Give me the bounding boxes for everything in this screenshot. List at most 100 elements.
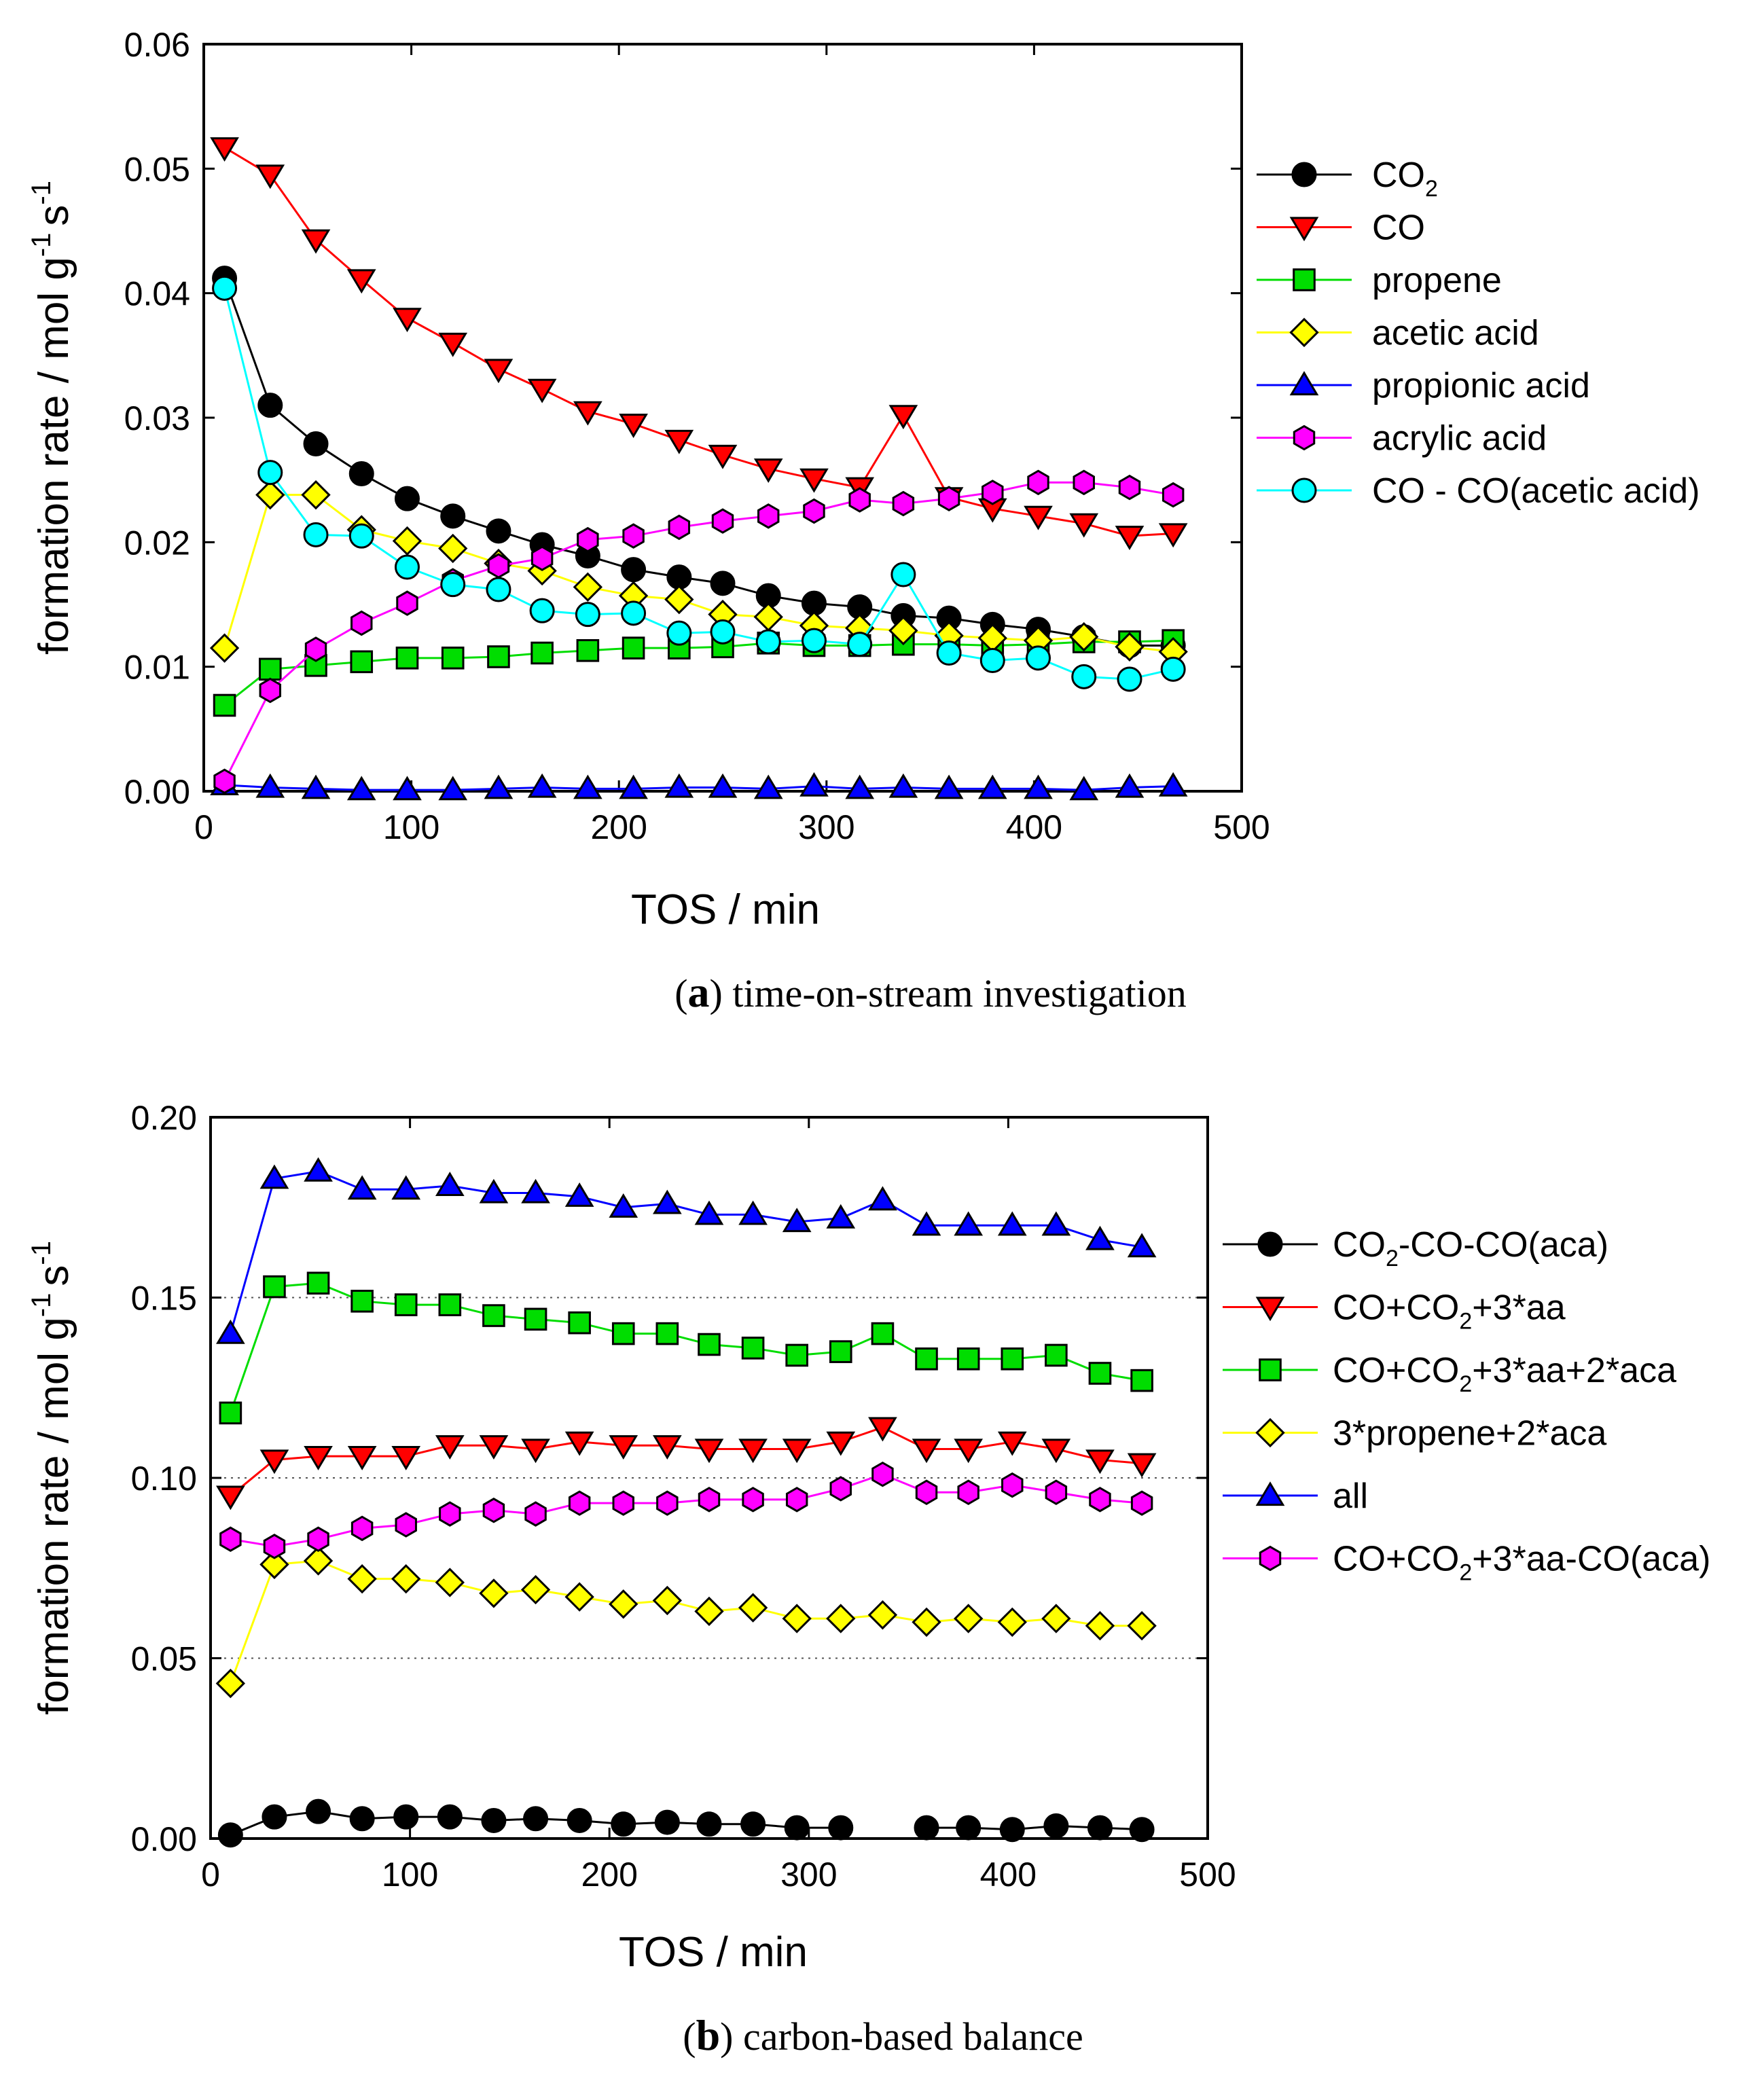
x-tick-label: 500	[1213, 808, 1270, 846]
data-point	[1087, 1815, 1113, 1841]
data-point	[915, 1479, 938, 1505]
data-point	[568, 1490, 591, 1516]
legend-item: all	[1223, 1477, 1368, 1516]
data-point	[708, 773, 738, 798]
series-line	[230, 1473, 1142, 1548]
data-point	[301, 774, 331, 799]
legend-marker	[1289, 217, 1319, 242]
data-point	[259, 1449, 289, 1474]
data-point	[257, 393, 283, 418]
data-point	[307, 1526, 329, 1553]
data-point	[621, 600, 647, 626]
data-point	[259, 677, 282, 704]
data-point	[1160, 656, 1186, 682]
legend-label: CO+CO2+3*aa	[1333, 1288, 1566, 1335]
panel-b: 0 100 200 300 400 500 0.00 0.05 0.10 0.15 0.20 for…	[26, 1099, 1710, 2059]
data-point	[954, 1438, 984, 1464]
legend-item: CO2-CO-CO(aca)	[1223, 1225, 1608, 1271]
data-point	[1127, 1453, 1157, 1478]
data-point	[255, 164, 285, 189]
data-point	[346, 776, 376, 801]
data-point	[1041, 1604, 1071, 1633]
y-axis-label-b: formation rate / mol g-1s-1	[26, 1241, 77, 1715]
data-point	[521, 1178, 550, 1204]
data-point	[954, 1211, 984, 1236]
data-point	[694, 1438, 724, 1464]
data-point	[394, 486, 420, 511]
data-point	[710, 619, 736, 645]
data-point	[1085, 1449, 1115, 1474]
x-axis-label-a: TOS / min	[631, 886, 820, 933]
data-point	[619, 414, 648, 438]
series-line	[223, 639, 1174, 706]
data-point	[263, 1534, 286, 1559]
data-point	[527, 378, 557, 403]
series-line	[230, 1426, 1142, 1497]
legend-label: acetic acid	[1372, 314, 1539, 353]
data-point	[213, 693, 236, 717]
data-point	[1024, 774, 1053, 799]
data-point	[868, 1186, 897, 1211]
series-line	[224, 784, 1174, 791]
series-line	[223, 278, 1174, 647]
y-tick-label: 0.01	[124, 649, 190, 687]
data-point	[393, 776, 422, 801]
y-tick-label: 0.15	[131, 1280, 197, 1318]
data-point	[301, 479, 331, 510]
data-point	[306, 1271, 330, 1295]
data-point	[622, 636, 645, 659]
data-point	[867, 1600, 898, 1630]
data-point	[391, 1446, 421, 1470]
data-point	[304, 636, 327, 662]
legend-label: CO - CO(acetic acid)	[1372, 471, 1700, 511]
data-point	[438, 332, 468, 357]
legend-item: 3*propene+2*aca	[1223, 1414, 1606, 1453]
data-point	[666, 620, 692, 646]
data-point	[738, 1438, 768, 1464]
y-tick-label: 0.06	[124, 26, 190, 64]
data-point	[1117, 666, 1142, 692]
data-point	[652, 1585, 683, 1616]
data-point	[255, 773, 285, 798]
data-point	[524, 1501, 547, 1527]
data-point	[742, 1487, 764, 1513]
y-axis-unit-s-a: s	[31, 205, 77, 226]
data-point	[936, 640, 962, 666]
data-point	[710, 571, 736, 596]
svg-text:formation rate / mol g-1s-1: formation rate / mol g-1s-1	[26, 1241, 77, 1715]
data-point	[215, 1668, 246, 1699]
y-tick-label: 0.00	[124, 773, 190, 811]
data-point	[847, 632, 873, 657]
caption-a: (a) time-on-stream investigation	[674, 968, 1187, 1016]
series-co-co2-3-aa-2-aca	[219, 1271, 1153, 1425]
data-point	[306, 1798, 331, 1824]
y-axis-label-a: formation rate / mol g-1s-1	[26, 181, 77, 655]
data-point	[395, 647, 419, 670]
data-point	[711, 508, 734, 534]
caption-text-b: carbon-based balance	[743, 2014, 1083, 2059]
data-point	[524, 1307, 547, 1331]
data-point	[755, 629, 781, 655]
x-tick-label: 300	[780, 1856, 837, 1894]
data-point	[258, 657, 282, 681]
legend-item: CO+CO2+3*aa+2*aca	[1223, 1351, 1676, 1397]
data-point	[486, 577, 511, 602]
x-axis-label-b: TOS / min	[619, 1929, 808, 1976]
legend-label: 3*propene+2*aca	[1333, 1414, 1606, 1453]
y-tick-label: 0.04	[124, 275, 190, 313]
data-point	[564, 1182, 594, 1207]
data-point	[655, 1322, 679, 1345]
data-point	[481, 1807, 507, 1833]
data-point	[530, 641, 554, 665]
data-point	[1129, 1817, 1155, 1843]
data-point	[799, 468, 829, 493]
legend-label: propene	[1372, 261, 1502, 300]
data-point	[439, 1501, 461, 1527]
data-point	[527, 773, 557, 798]
data-point	[350, 1515, 374, 1542]
series-group-b	[215, 1157, 1157, 1848]
data-point	[784, 1815, 810, 1841]
data-point	[611, 1322, 635, 1345]
legend-a: CO2 CO propene acetic acid propionic acid acr…	[1257, 156, 1700, 511]
